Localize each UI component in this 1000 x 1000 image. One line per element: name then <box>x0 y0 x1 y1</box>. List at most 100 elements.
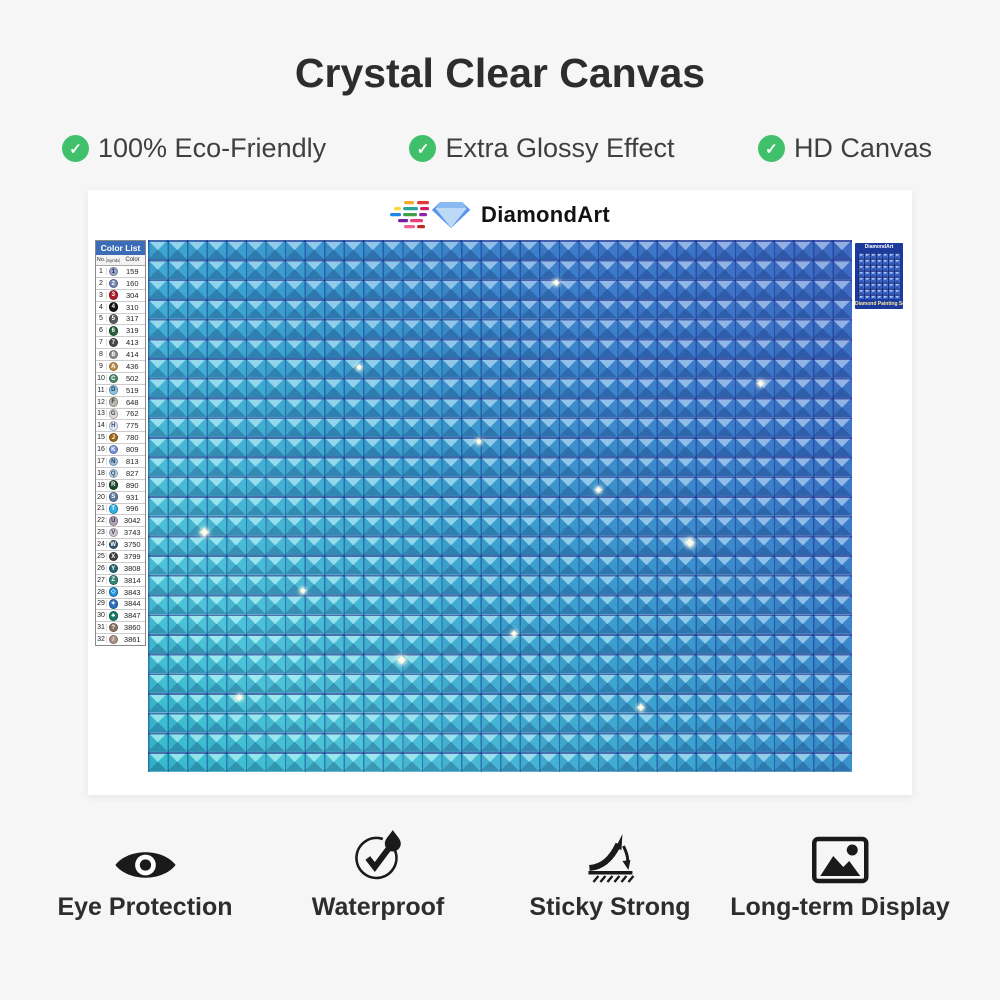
product-card: DiamondArt Color List No. Symbol Color 1… <box>88 190 912 795</box>
sparkle: ✦ <box>395 652 408 670</box>
check-icon: ✓ <box>62 135 89 162</box>
color-swatch: K <box>108 444 118 455</box>
color-swatch: U <box>108 516 118 526</box>
color-swatch: ♣ <box>108 611 118 621</box>
color-swatch: / <box>108 634 118 645</box>
sparkle: ✦ <box>509 628 519 641</box>
brand-name: DiamondArt <box>481 202 610 227</box>
color-swatch: S <box>108 492 118 502</box>
package-label: Diamond Painting Set <box>855 301 903 307</box>
color-list-row: 30 ♣ 3847 <box>96 609 145 621</box>
color-swatch: 8 <box>108 349 118 360</box>
color-list-rows: 1 1 159 2 2 160 3 3 304 4 4 310 5 5 317 6 6 319 7 7 413 8 8 414… <box>96 266 145 645</box>
color-list-row: 17 N 813 <box>96 455 145 467</box>
waterproof-icon <box>350 828 406 884</box>
benefit-label: Eye Protection <box>57 893 233 921</box>
color-swatch: Y <box>108 563 118 574</box>
color-swatch: 4 <box>108 302 118 312</box>
feature-hd-canvas: ✓ HD Canvas <box>757 133 932 164</box>
benefits-row: Eye Protection Waterproof Sticky Strong <box>0 828 1000 938</box>
color-list-row: 24 W 3750 <box>96 538 145 550</box>
sparkle: ✦ <box>354 362 364 374</box>
feature-eco-friendly: ✓ 100% Eco-Friendly <box>62 133 326 164</box>
package-thumbnail: DiamondArt Diamond Painting Set <box>855 243 903 309</box>
color-swatch: ◇ <box>108 587 118 597</box>
color-swatch: D <box>108 385 118 395</box>
color-list-row: 9 A 436 <box>96 360 145 372</box>
diamond-logo-icon <box>390 201 471 229</box>
color-list-row: 20 S 931 <box>96 490 145 503</box>
picture-icon <box>811 828 869 884</box>
benefit-long-term-display: Long-term Display <box>730 828 950 922</box>
color-list-row: 28 ◇ 3843 <box>96 585 145 598</box>
color-list-row: 5 5 317 <box>96 312 145 325</box>
benefit-label: Long-term Display <box>730 893 950 921</box>
feature-glossy-effect: ✓ Extra Glossy Effect <box>409 133 675 164</box>
color-swatch: A <box>108 361 118 372</box>
color-swatch: J <box>108 432 118 443</box>
color-list-row: 15 J 780 <box>96 431 145 443</box>
color-list-row: 7 7 413 <box>96 336 145 348</box>
sticky-strong-icon <box>582 828 638 884</box>
color-list-row: 25 X 3799 <box>96 550 145 562</box>
color-list-row: 6 6 319 <box>96 324 145 336</box>
color-swatch: 6 <box>108 326 118 336</box>
color-swatch: G <box>108 409 118 419</box>
color-swatch: W <box>108 539 118 550</box>
color-list-row: 18 Q 827 <box>96 466 145 479</box>
canvas-preview: ✦ ✦ ✦ ✦ ✦ ✦ ✦ ✦ ✦ ✦ ✦ ✦ <box>148 240 852 772</box>
package-drill-grid <box>858 253 900 299</box>
color-list-row: 4 4 310 <box>96 300 145 313</box>
feature-label: 100% Eco-Friendly <box>98 133 327 163</box>
color-swatch: F <box>108 397 118 407</box>
page-title: Crystal Clear Canvas <box>294 50 706 96</box>
color-list: Color List No. Symbol Color 111592216033… <box>95 240 146 646</box>
color-swatch: H <box>108 421 118 431</box>
benefit-waterproof: Waterproof <box>312 828 444 922</box>
sparkle: ✦ <box>755 376 766 391</box>
color-swatch: 3 <box>108 290 118 300</box>
color-list-row: 27 Z 3814 <box>96 573 145 586</box>
color-swatch: 1 <box>108 266 118 277</box>
color-list-row: 23 V 3743 <box>96 526 145 538</box>
check-icon: ✓ <box>757 135 785 162</box>
sparkle: ✦ <box>635 700 647 716</box>
sparkle: ✦ <box>474 436 484 448</box>
color-list-row: 11 D 519 <box>96 383 145 396</box>
color-list-row: 1 1 159 <box>96 266 145 277</box>
color-swatch: 2 <box>108 278 118 289</box>
color-list-row: 12 F 648 <box>96 395 145 408</box>
color-swatch: ✦ <box>108 599 118 609</box>
sparkle: ✦ <box>551 275 562 290</box>
package-brand: DiamondArt <box>864 244 894 250</box>
color-list-row: 14 H 775 <box>96 419 145 431</box>
color-swatch: X <box>108 551 118 562</box>
color-swatch: N <box>108 456 118 467</box>
feature-list: ✓ 100% Eco-Friendly ✓ Extra Glossy Effec… <box>0 133 1000 164</box>
color-list-row: 2 2 160 <box>96 276 145 289</box>
color-swatch: R <box>108 480 118 490</box>
sparkle: ✦ <box>683 535 697 553</box>
sparkle: ✦ <box>234 690 245 705</box>
column-no: No. <box>96 257 107 263</box>
color-swatch: Q <box>108 468 118 479</box>
color-swatch: Z <box>108 575 118 585</box>
sparkle: ✦ <box>593 483 604 498</box>
sparkle: ✦ <box>298 585 308 598</box>
eye-icon <box>113 828 177 884</box>
benefit-label: Sticky Strong <box>529 893 691 921</box>
color-list-row: 3 3 304 <box>96 288 145 301</box>
color-list-row: 21 T 996 <box>96 502 145 515</box>
color-list-row: 29 ✦ 3844 <box>96 597 145 610</box>
brand-logo: DiamondArt <box>390 197 610 233</box>
check-icon: ✓ <box>409 135 437 162</box>
color-swatch: 7 <box>108 337 118 348</box>
color-list-row: 16 K 809 <box>96 443 145 455</box>
feature-label: Extra Glossy Effect <box>445 133 675 163</box>
color-list-row: 10 C 502 <box>96 371 145 384</box>
color-list-row: 22 U 3042 <box>96 514 145 526</box>
color-list-row: 13 G 762 <box>96 407 145 420</box>
column-symbol: Symbol <box>107 257 120 263</box>
color-swatch: V <box>108 527 118 538</box>
color-list-row: 8 8 414 <box>96 348 145 360</box>
